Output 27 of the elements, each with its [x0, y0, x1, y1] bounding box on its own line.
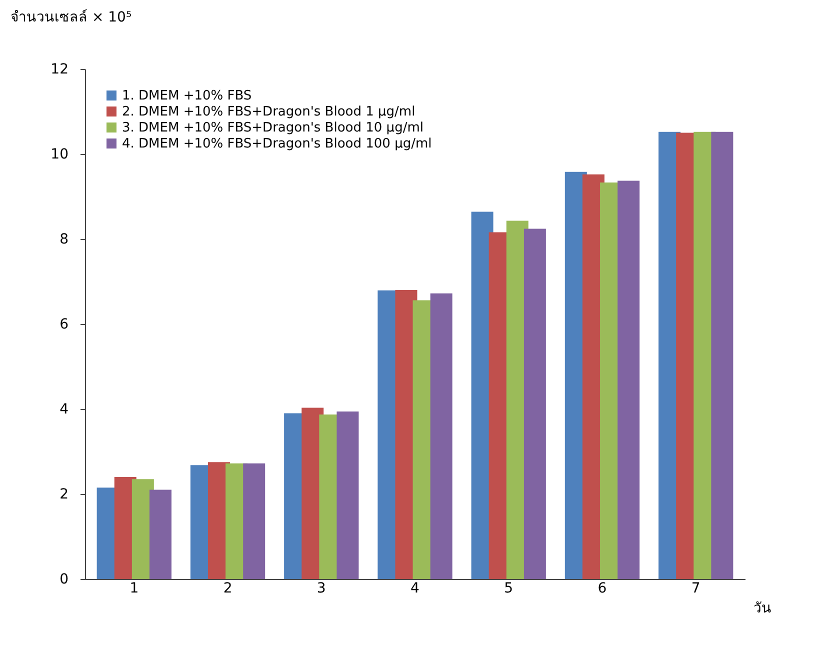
y-tick-label: 0	[60, 572, 68, 588]
bar	[243, 463, 266, 579]
x-tick-label: 1	[130, 580, 139, 596]
x-axis-title: วัน	[754, 600, 772, 616]
x-tick-label: 4	[410, 580, 420, 596]
y-tick-label: 4	[60, 402, 69, 418]
y-tick-label: 8	[60, 232, 68, 248]
legend-label: 1. DMEM +10% FBS	[122, 88, 252, 104]
y-tick-label: 2	[60, 486, 68, 502]
x-tick-label: 6	[598, 580, 607, 596]
bar	[524, 228, 546, 579]
y-tick-label: 10	[50, 146, 68, 162]
bar	[430, 293, 452, 579]
bar	[336, 412, 359, 579]
x-tick-label: 5	[504, 580, 514, 596]
bar	[618, 180, 640, 579]
y-axis-title: จำนวนเซลล์ × 10⁵	[10, 8, 132, 26]
legend-label: 3. DMEM +10% FBS+Dragon's Blood 10 µg/ml	[122, 120, 424, 136]
bar	[711, 132, 734, 579]
y-tick-label: 12	[50, 62, 68, 78]
y-tick-label: 6	[60, 316, 69, 332]
legend-label: 4. DMEM +10% FBS+Dragon's Blood 100 µg/ml	[122, 136, 432, 152]
bar	[149, 490, 172, 579]
x-tick-label: 7	[691, 580, 700, 596]
legend-label: 2. DMEM +10% FBS+Dragon's Blood 1 µg/ml	[122, 104, 416, 120]
x-tick-label: 3	[316, 580, 326, 596]
x-tick-label: 2	[223, 580, 232, 596]
